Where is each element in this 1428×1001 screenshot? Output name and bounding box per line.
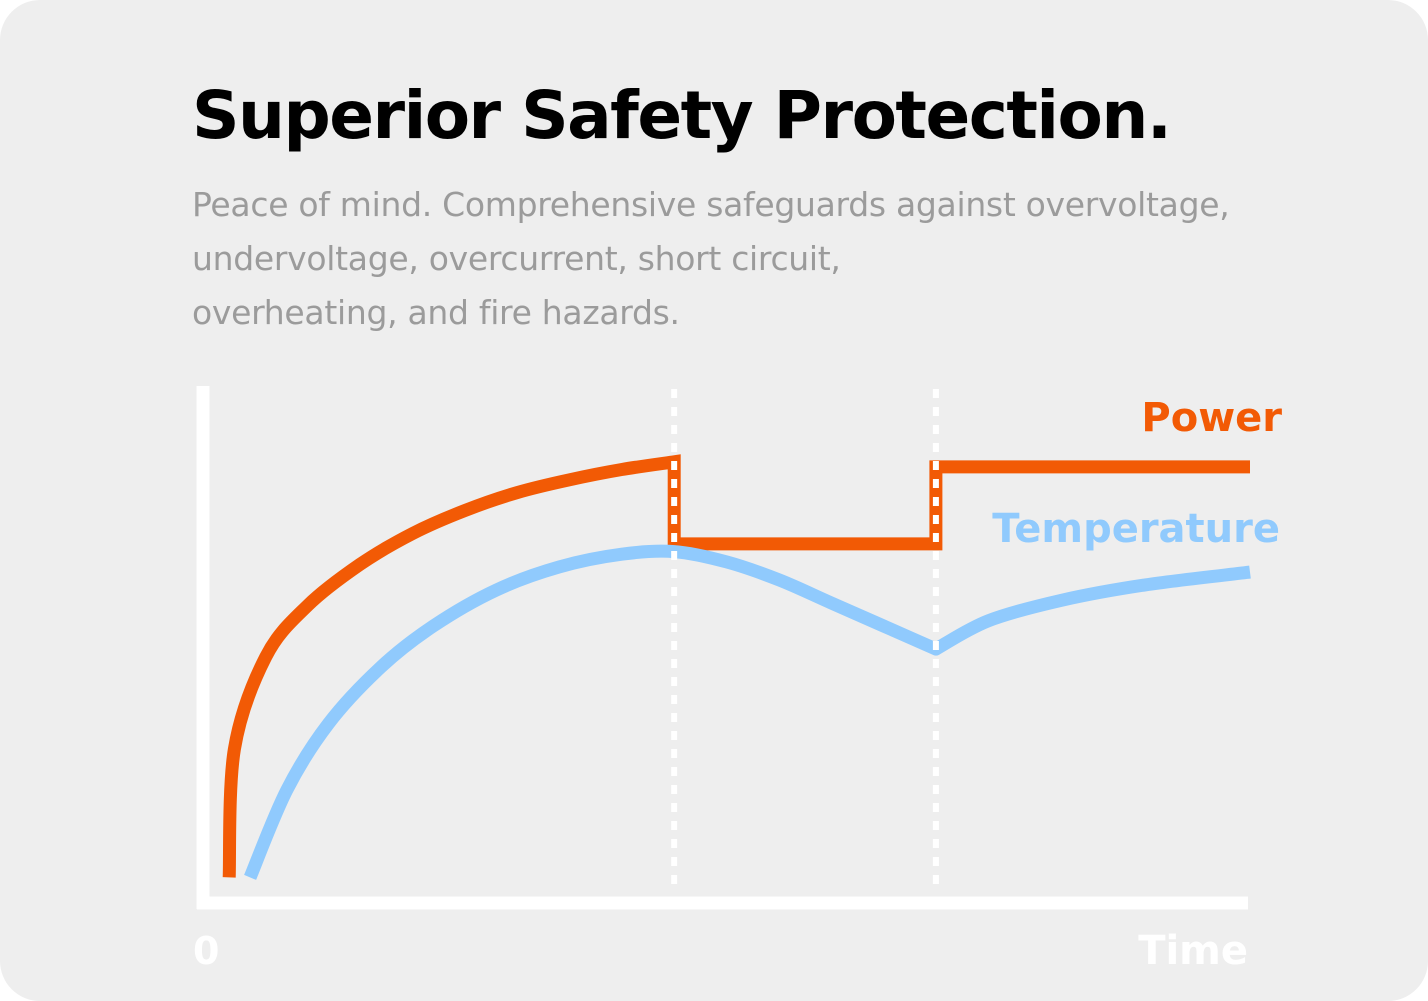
subtitle-line: overheating, and fire hazards.	[192, 293, 680, 332]
x-tick-label-0: 0	[193, 929, 219, 973]
subtitle-line: undervoltage, overcurrent, short circuit…	[192, 239, 841, 278]
page-title: Superior Safety Protection.	[192, 77, 1172, 154]
series-line-power	[222, 454, 1250, 878]
labels-layer: 0 Time Power Temperature	[193, 395, 1282, 974]
series-label-power: Power	[1141, 395, 1282, 441]
series-layer	[222, 454, 1251, 880]
axes-layer	[196, 386, 1248, 910]
subtitle-line: Peace of mind. Comprehensive safeguards …	[192, 185, 1230, 224]
page-subtitle: Peace of mind. Comprehensive safeguards …	[192, 178, 1382, 340]
series-label-temperature: Temperature	[992, 506, 1280, 552]
series-line-temperature	[244, 544, 1251, 880]
x-axis-label: Time	[1138, 928, 1248, 974]
